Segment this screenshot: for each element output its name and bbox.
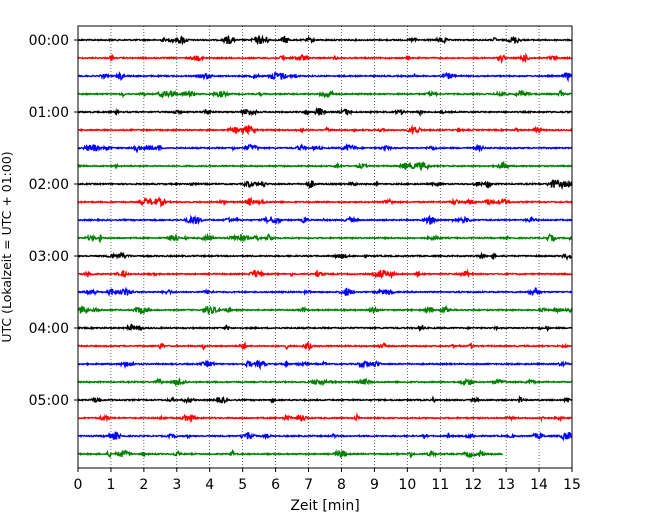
- trace-0345: [77, 304, 573, 315]
- trace-0100: [77, 106, 573, 118]
- x-tick-label-12: 12: [464, 477, 482, 493]
- trace-0145: [77, 161, 573, 172]
- x-tick-label-5: 5: [238, 477, 247, 493]
- x-tick-label-11: 11: [431, 477, 449, 493]
- trace-0245: [77, 232, 573, 244]
- x-axis: 0 1 2 3 4 5 6 7 8 9 10 11 12 13 14 15: [74, 468, 581, 493]
- trace-0130: [77, 142, 573, 154]
- x-tick-label-7: 7: [304, 477, 313, 493]
- y-tick-label-0: 00:00: [29, 33, 69, 49]
- y-axis-label: UTC (Lokalzeit = UTC + 01:00): [0, 151, 14, 342]
- y-tick-label-4: 04:00: [29, 321, 69, 337]
- trace-0545: [77, 448, 504, 460]
- trace-0315: [77, 268, 573, 280]
- trace-0215: [77, 196, 573, 208]
- trace-0330: [77, 286, 573, 297]
- trace-0415: [77, 340, 573, 351]
- trace-0515: [77, 412, 573, 424]
- trace-0400: [77, 323, 573, 333]
- y-tick-label-5: 05:00: [29, 393, 69, 409]
- x-tick-label-2: 2: [139, 477, 148, 493]
- x-tick-label-6: 6: [271, 477, 280, 493]
- trace-0430: [77, 359, 573, 371]
- x-tick-label-8: 8: [337, 477, 346, 493]
- x-tick-label-9: 9: [370, 477, 379, 493]
- trace-0000: [77, 34, 573, 46]
- x-tick-label-3: 3: [172, 477, 181, 493]
- trace-0500: [77, 394, 573, 405]
- y-tick-label-2: 02:00: [29, 177, 69, 193]
- x-tick-label-4: 4: [205, 477, 214, 493]
- y-axis: 00:00 01:00 02:00 03:00 04:00 05:00: [29, 33, 78, 409]
- trace-0115: [77, 124, 573, 136]
- trace-0015: [77, 52, 573, 65]
- x-tick-label-10: 10: [398, 477, 416, 493]
- x-tick-label-1: 1: [106, 477, 115, 493]
- trace-layer: [77, 34, 573, 460]
- plot-frame: [77, 25, 573, 469]
- x-tick-label-15: 15: [563, 477, 581, 493]
- y-tick-label-1: 01:00: [29, 105, 69, 121]
- x-axis-label: Zeit [min]: [290, 498, 359, 514]
- x-tick-label-0: 0: [74, 477, 83, 493]
- trace-0300: [77, 251, 573, 261]
- x-tick-label-13: 13: [497, 477, 515, 493]
- x-tick-label-14: 14: [530, 477, 548, 493]
- trace-0530: [77, 431, 573, 442]
- trace-0200: [77, 179, 573, 191]
- trace-0030: [77, 71, 573, 83]
- trace-0230: [77, 214, 573, 226]
- trace-0045: [77, 88, 573, 99]
- trace-0445: [77, 377, 573, 387]
- y-tick-label-3: 03:00: [29, 249, 69, 265]
